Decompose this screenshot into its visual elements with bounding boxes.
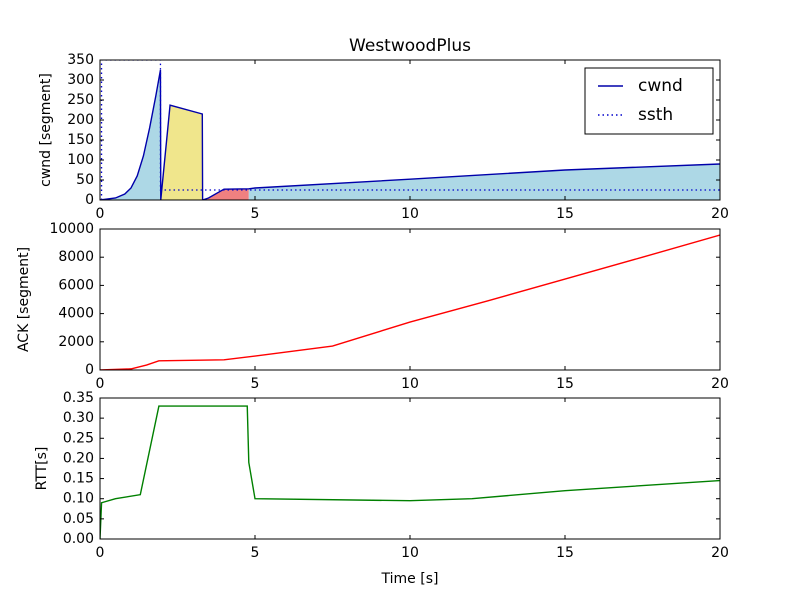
x-tick-label: 10 xyxy=(401,376,419,392)
y-tick-label: 0.35 xyxy=(63,390,94,406)
x-tick-label: 0 xyxy=(96,206,105,222)
region-fill xyxy=(100,70,161,200)
series-line xyxy=(100,234,720,370)
x-tick-label: 20 xyxy=(711,376,729,392)
region-fill xyxy=(248,164,720,200)
x-tick-label: 15 xyxy=(556,206,574,222)
y-tick-label: 0 xyxy=(85,362,94,378)
x-tick-label: 0 xyxy=(96,545,105,561)
x-tick-label: 5 xyxy=(251,545,260,561)
y-tick-label: 150 xyxy=(67,132,94,148)
legend-box xyxy=(584,67,714,135)
legend-label: cwnd xyxy=(638,76,683,96)
x-tick-label: 10 xyxy=(401,545,419,561)
x-tick-label: 5 xyxy=(251,376,260,392)
y-tick-label: 0.20 xyxy=(63,450,94,466)
y-tick-label: 100 xyxy=(67,152,94,168)
y-tick-label: 4000 xyxy=(58,306,94,322)
x-tick-label: 5 xyxy=(251,206,260,222)
chart-title: WestwoodPlus xyxy=(349,36,471,56)
series-line xyxy=(100,405,720,539)
y-tick-label: 0.00 xyxy=(63,531,94,547)
y-axis-label: cwnd [segment] xyxy=(38,73,54,187)
y-axis-label: RTT[s] xyxy=(34,447,50,491)
x-tick-label: 20 xyxy=(711,206,729,222)
legend-label: ssth xyxy=(638,105,673,125)
x-tick-label: 10 xyxy=(401,206,419,222)
y-tick-label: 200 xyxy=(67,112,94,128)
y-tick-label: 0.25 xyxy=(63,430,94,446)
series-line xyxy=(100,69,720,200)
x-axis-label: Time [s] xyxy=(381,571,439,587)
region-fill xyxy=(202,114,249,200)
x-tick-label: 0 xyxy=(96,376,105,392)
y-tick-label: 250 xyxy=(67,92,94,108)
y-tick-label: 0 xyxy=(85,192,94,208)
x-tick-label: 15 xyxy=(556,545,574,561)
y-tick-label: 350 xyxy=(67,52,94,68)
y-tick-label: 0.05 xyxy=(63,511,94,527)
y-tick-label: 0.30 xyxy=(63,410,94,426)
y-axis-label: ACK [segment] xyxy=(16,247,32,352)
y-tick-label: 8000 xyxy=(58,249,94,265)
y-tick-label: 0.10 xyxy=(63,491,94,507)
x-tick-label: 20 xyxy=(711,545,729,561)
y-tick-label: 300 xyxy=(67,72,94,88)
region-fill xyxy=(160,70,203,200)
y-tick-label: 0.15 xyxy=(63,471,94,487)
y-tick-label: 6000 xyxy=(58,277,94,293)
y-tick-label: 2000 xyxy=(58,334,94,350)
y-tick-label: 50 xyxy=(76,172,94,188)
y-tick-label: 10000 xyxy=(49,221,94,237)
x-tick-label: 15 xyxy=(556,376,574,392)
